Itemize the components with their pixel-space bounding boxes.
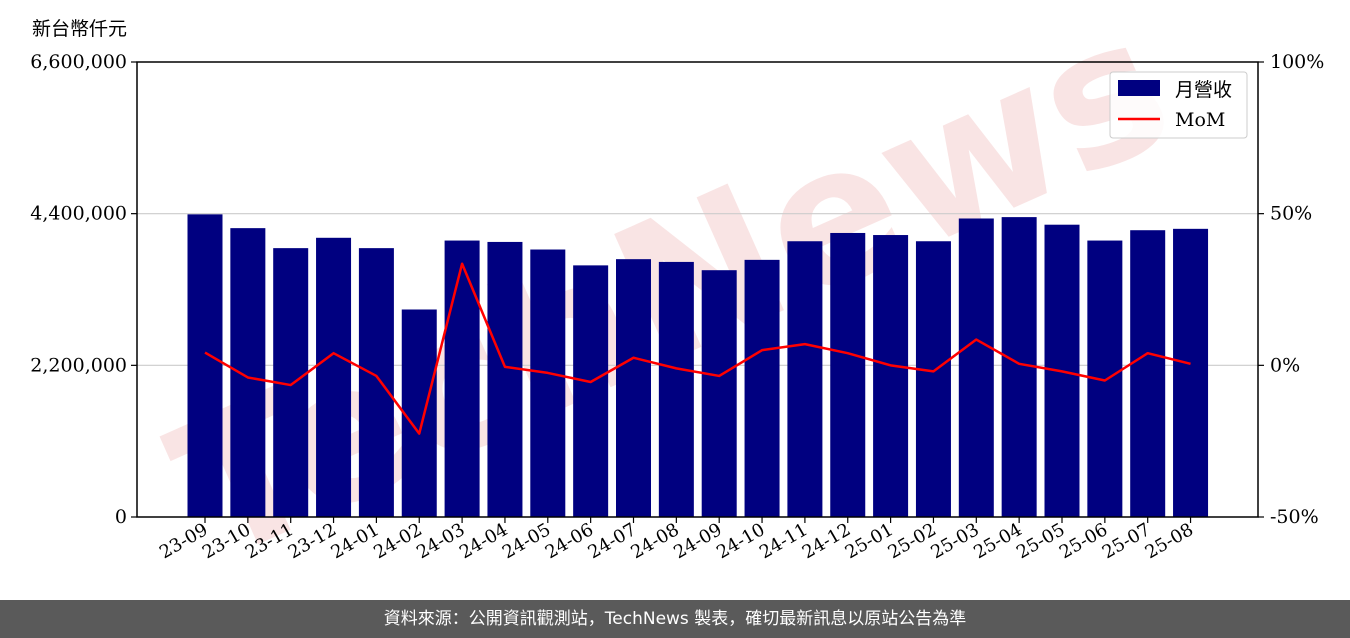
y-left-tick-label: 2,200,000 bbox=[30, 354, 127, 376]
revenue-bar bbox=[616, 259, 651, 517]
y-left-tick-label: 0 bbox=[115, 506, 127, 528]
x-tick-label: 25-02 bbox=[885, 519, 940, 563]
y-right-tick-label: -50% bbox=[1270, 506, 1319, 528]
revenue-bar bbox=[958, 218, 994, 517]
y-axis-unit-label: 新台幣仟元 bbox=[32, 18, 128, 40]
revenue-bar bbox=[487, 241, 523, 517]
revenue-bar bbox=[1130, 230, 1166, 517]
x-tick-label: 25-03 bbox=[927, 519, 982, 563]
footer-source-note: 資料來源：公開資訊觀測站，TechNews 製表，確切最新訊息以原站公告為準 bbox=[0, 600, 1350, 638]
plot-frame bbox=[136, 61, 1259, 518]
y-right-tick-label: 100% bbox=[1270, 51, 1324, 73]
x-tick-label: 25-07 bbox=[1099, 519, 1154, 563]
legend-label-mom: MoM bbox=[1175, 109, 1225, 131]
x-tick-label: 25-06 bbox=[1056, 519, 1111, 563]
y-left-tick-label: 4,400,000 bbox=[30, 203, 127, 225]
legend-label-revenue: 月營收 bbox=[1175, 79, 1232, 101]
x-tick-label: 24-04 bbox=[456, 519, 511, 563]
mom-line-series bbox=[204, 262, 1191, 435]
revenue-bar bbox=[358, 248, 394, 518]
x-tick-label: 24-10 bbox=[713, 519, 768, 563]
mom-line bbox=[204, 262, 1191, 435]
x-tick-label: 24-05 bbox=[499, 519, 554, 563]
revenue-bar bbox=[316, 237, 352, 517]
x-tick-label: 25-01 bbox=[842, 519, 897, 563]
legend-bar-swatch bbox=[1118, 80, 1160, 96]
x-tick-label: 24-12 bbox=[799, 519, 854, 563]
revenue-bar bbox=[658, 261, 694, 517]
y-left-tick-label: 6,600,000 bbox=[30, 51, 127, 73]
x-tick-label: 24-08 bbox=[627, 519, 682, 563]
x-tick-label: 24-11 bbox=[756, 519, 811, 563]
revenue-bar bbox=[744, 259, 780, 517]
x-tick-label: 25-04 bbox=[970, 519, 1025, 563]
y-left-tick-labels: 0 2,200,000 4,400,000 6,600,000 bbox=[30, 51, 137, 528]
x-tick-label: 24-03 bbox=[413, 519, 468, 563]
revenue-bar bbox=[530, 249, 566, 518]
y-right-tick-label: 50% bbox=[1270, 203, 1312, 225]
revenue-bar bbox=[915, 241, 951, 517]
axes bbox=[136, 61, 1259, 518]
legend: 月營收 MoM bbox=[1109, 71, 1248, 139]
x-tick-label: 24-06 bbox=[542, 519, 597, 563]
revenue-bar bbox=[573, 265, 609, 517]
revenue-bar bbox=[787, 241, 823, 517]
revenue-bar bbox=[873, 235, 909, 517]
revenue-bar bbox=[701, 270, 737, 517]
y-right-tick-label: 0% bbox=[1270, 354, 1300, 376]
revenue-bar bbox=[187, 214, 223, 517]
revenue-bar bbox=[444, 240, 480, 517]
revenue-chart: TechNews 23-0923-1023-1123-1224-0124-022… bbox=[30, 0, 1324, 600]
x-tick-label: 25-08 bbox=[1142, 519, 1197, 563]
x-tick-label: 24-07 bbox=[585, 519, 640, 563]
revenue-bar bbox=[1173, 228, 1209, 518]
revenue-bar bbox=[401, 309, 437, 517]
x-tick-label: 24-09 bbox=[670, 519, 725, 563]
x-tick-label: 23-09 bbox=[156, 519, 211, 563]
y-right-tick-labels: -50% 0% 50% 100% bbox=[1258, 51, 1324, 528]
revenue-bar bbox=[230, 228, 266, 518]
bar-series bbox=[187, 214, 1209, 518]
revenue-bar bbox=[830, 232, 866, 517]
x-tick-label: 25-05 bbox=[1013, 519, 1068, 563]
